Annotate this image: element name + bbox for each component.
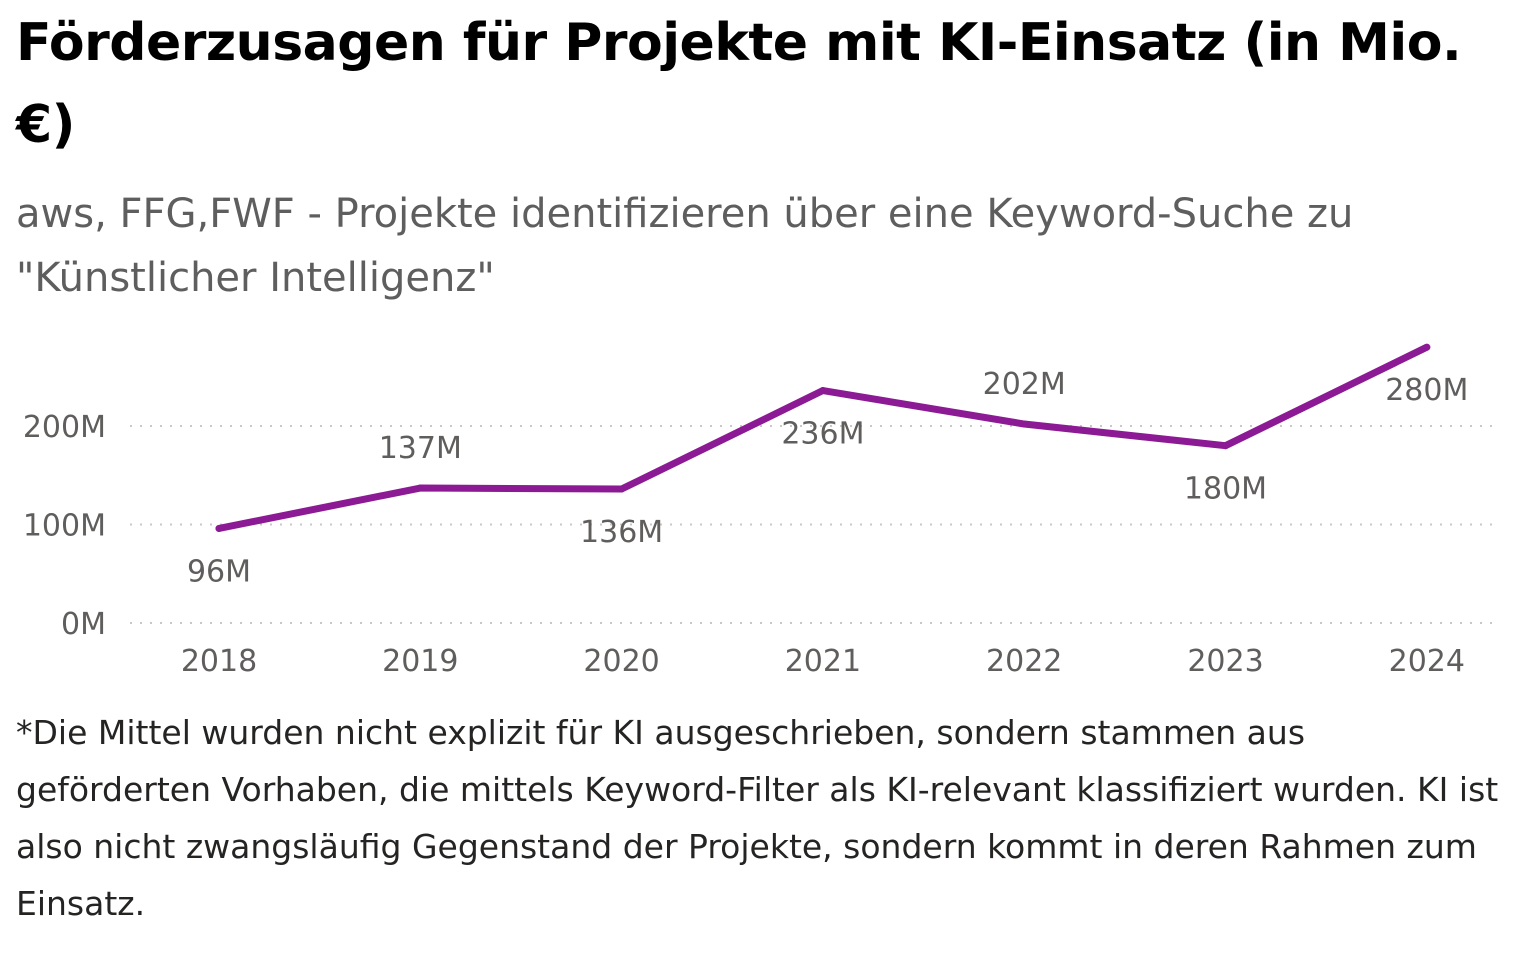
x-tick-label: 2024 — [1389, 644, 1465, 679]
chart-subtitle: aws, FFG,FWF - Projekte identifizieren ü… — [16, 191, 1354, 301]
data-label-2021: 236M — [781, 417, 864, 452]
chart-title: Förderzusagen für Projekte mit KI-Einsat… — [16, 13, 1462, 155]
gridlines — [130, 425, 1500, 624]
y-tick-label: 200M — [23, 410, 106, 445]
x-tick-label: 2022 — [986, 644, 1062, 679]
y-tick-label: 100M — [23, 509, 106, 544]
x-tick-label: 2023 — [1187, 644, 1263, 679]
x-tick-label: 2020 — [583, 644, 659, 679]
y-tick-label: 0M — [61, 607, 106, 642]
data-labels: 96M 137M 136M 236M 202M 180M 280M — [187, 367, 1468, 589]
data-label-2024: 280M — [1385, 373, 1468, 408]
data-point-2018[interactable] — [215, 524, 223, 532]
data-point-2023[interactable] — [1222, 442, 1229, 450]
line-chart: 0M 100M 200M 2018 2019 2020 2021 2022 2023 2024 … — [0, 330, 1523, 700]
data-label-2022: 202M — [983, 367, 1066, 402]
data-label-2018: 96M — [187, 554, 251, 589]
footnote: *Die Mittel wurden nicht explizit für KI… — [16, 713, 1499, 923]
series-line-group — [215, 343, 1431, 532]
data-point-2022[interactable] — [1020, 420, 1028, 428]
y-axis-tick-labels: 0M 100M 200M — [23, 410, 106, 642]
x-tick-label: 2021 — [785, 644, 861, 679]
data-point-2021[interactable] — [819, 387, 827, 395]
data-label-2020: 136M — [580, 515, 663, 550]
data-point-2020[interactable] — [618, 485, 626, 493]
x-tick-label: 2018 — [181, 644, 257, 679]
data-point-2024[interactable] — [1423, 343, 1431, 351]
x-tick-label: 2019 — [382, 644, 458, 679]
data-point-2019[interactable] — [416, 484, 424, 492]
data-label-2019: 137M — [379, 431, 462, 466]
x-axis-tick-labels: 2018 2019 2020 2021 2022 2023 2024 — [181, 644, 1465, 679]
data-label-2023: 180M — [1184, 472, 1267, 507]
